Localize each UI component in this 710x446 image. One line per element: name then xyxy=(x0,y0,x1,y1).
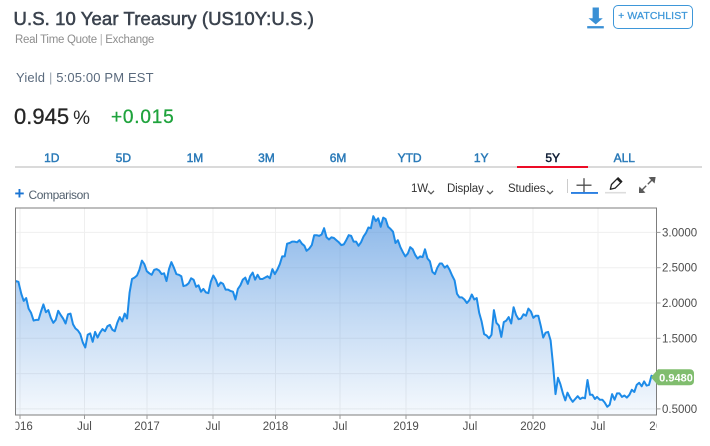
svg-text:2021: 2021 xyxy=(649,421,675,433)
svg-text:2017: 2017 xyxy=(134,421,160,433)
svg-text:2.5000: 2.5000 xyxy=(662,263,697,275)
svg-text:0.5000: 0.5000 xyxy=(662,404,697,416)
svg-text:Jul: Jul xyxy=(591,421,606,433)
svg-text:2018: 2018 xyxy=(263,421,289,433)
svg-text:2019: 2019 xyxy=(393,421,419,433)
svg-text:Jul: Jul xyxy=(333,421,348,433)
svg-text:2016: 2016 xyxy=(7,421,33,433)
svg-text:3.0000: 3.0000 xyxy=(662,227,697,239)
svg-text:2.0000: 2.0000 xyxy=(662,298,697,310)
svg-text:Jul: Jul xyxy=(77,421,92,433)
svg-text:Jul: Jul xyxy=(206,421,221,433)
svg-text:0.9480: 0.9480 xyxy=(659,372,693,384)
svg-text:2020: 2020 xyxy=(520,421,546,433)
svg-text:1.5000: 1.5000 xyxy=(662,333,697,345)
svg-text:Jul: Jul xyxy=(463,421,478,433)
